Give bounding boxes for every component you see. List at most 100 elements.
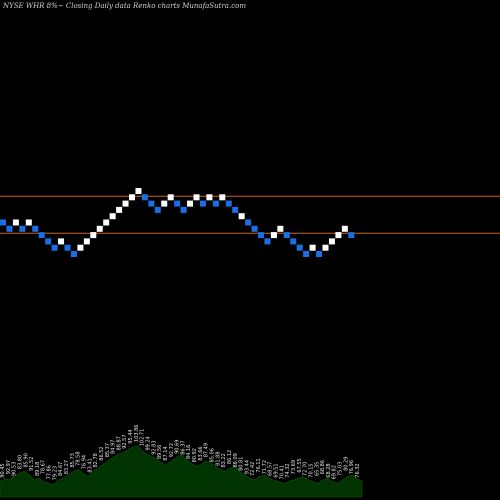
volume-label: 78.67 — [41, 460, 47, 474]
renko-brick-down — [232, 206, 239, 213]
volume-label: 88.87 — [116, 436, 122, 450]
renko-brick-up — [341, 225, 348, 232]
volume-label: 83.80 — [17, 455, 23, 469]
volume-label: 86.37 — [180, 440, 186, 454]
volume-label: 68.28 — [326, 463, 332, 477]
renko-brick-down — [225, 200, 232, 207]
renko-brick-up — [58, 238, 65, 245]
volume-label: 83.22 — [221, 453, 227, 467]
volume-label: 85.37 — [105, 443, 111, 457]
volume-label: 79.23 — [52, 466, 58, 480]
renko-brick-up — [135, 188, 142, 194]
volume-label: 69.51 — [274, 463, 280, 477]
renko-brick-up — [167, 194, 174, 201]
renko-brick-down — [258, 232, 264, 239]
renko-brick-down — [316, 251, 323, 257]
renko-brick-up — [116, 206, 123, 213]
renko-brick-up — [25, 219, 32, 226]
volume-label: 70.41 — [279, 465, 285, 479]
volume-label: 87.14 — [163, 446, 169, 460]
renko-brick-up — [309, 244, 316, 251]
volume-label: 90.69 — [175, 440, 181, 454]
renko-brick-up — [328, 238, 335, 245]
renko-brick-up — [103, 219, 110, 226]
renko-brick-up — [77, 244, 84, 251]
volume-label: 68.86 — [320, 460, 326, 474]
volume-labels: 90.45 92.97 90.53 83.80 85.90 91.52 89.18 78.67… — [0, 425, 361, 481]
volume-label: 84.16 — [186, 445, 192, 459]
renko-brick-down — [32, 225, 39, 232]
renko-brick-down — [45, 238, 52, 245]
renko-brick-up — [270, 232, 277, 239]
volume-label: 92.83 — [151, 440, 157, 454]
volume-label: 71.72 — [262, 460, 268, 474]
renko-brick-up — [193, 194, 200, 201]
volume-label: 91.52 — [29, 457, 35, 471]
volume-label: 85.06 — [210, 448, 216, 462]
volume-label: 80.92 — [192, 448, 198, 462]
renko-brick-down — [212, 200, 219, 207]
renko-brick-down — [6, 225, 13, 232]
volume-label: 77.86 — [47, 465, 53, 479]
volume-label: 70.15 — [308, 463, 314, 477]
volume-label: 93.44 — [244, 460, 250, 474]
volume-label: 86.52 — [99, 446, 105, 460]
renko-bricks — [0, 188, 355, 257]
volume-label: 80.81 — [239, 457, 245, 471]
volume-label: 83.27 — [64, 460, 70, 474]
renko-brick-up — [90, 232, 97, 239]
volume-label: 78.58 — [76, 451, 82, 465]
renko-brick-down — [70, 251, 77, 257]
volume-label: 89.56 — [157, 445, 163, 459]
volume-label: 90.45 — [0, 463, 6, 477]
volume-label: 84.97 — [111, 440, 117, 454]
renko-brick-down — [19, 225, 26, 232]
volume-label: 86.12 — [227, 450, 233, 464]
renko-brick-down — [348, 232, 355, 239]
renko-brick-down — [148, 200, 155, 207]
renko-brick-down — [64, 244, 71, 251]
chart-title: NYSE WHR 8%~ Closing Daily data Renko ch… — [3, 2, 246, 10]
renko-brick-up — [277, 225, 284, 232]
renko-brick-down — [180, 206, 187, 213]
volume-label: 72.42 — [250, 462, 256, 476]
renko-brick-up — [206, 194, 213, 201]
volume-label: 81.88 — [215, 451, 221, 465]
renko-brick-down — [0, 219, 6, 226]
renko-brick-down — [141, 194, 148, 201]
volume-label: 76.96 — [349, 460, 355, 474]
volume-label: 67.55 — [297, 458, 303, 472]
renko-brick-down — [154, 206, 161, 213]
volume-label: 69.82 — [332, 465, 338, 479]
volume-label: 72.70 — [303, 462, 309, 476]
volume-label: 85.73 — [70, 453, 76, 467]
volume-label: 92.57 — [122, 434, 128, 448]
renko-brick-up — [335, 232, 342, 239]
renko-brick-down — [251, 225, 258, 232]
volume-label: 76.32 — [355, 463, 361, 477]
volume-label: 92.72 — [169, 443, 175, 457]
reference-lines — [0, 195, 500, 234]
renko-brick-up — [129, 194, 135, 201]
renko-brick-up — [96, 225, 103, 232]
renko-brick-up — [109, 213, 116, 220]
volume-label: 103.86 — [134, 425, 140, 443]
volume-label: 83.66 — [198, 446, 204, 460]
renko-brick-down — [51, 244, 58, 251]
volume-label: 102.71 — [140, 429, 146, 447]
renko-brick-down — [245, 219, 252, 226]
volume-label: 87.49 — [204, 443, 210, 457]
renko-brick-down — [283, 232, 290, 239]
volume-label: 74.32 — [285, 463, 291, 477]
volume-area-path — [0, 445, 363, 498]
renko-brick-down — [174, 200, 181, 207]
renko-brick-down — [290, 238, 297, 245]
renko-brick-down — [303, 251, 310, 257]
volume-label: 89.18 — [35, 462, 41, 476]
renko-brick-down — [38, 232, 45, 239]
volume-label: 88.09 — [233, 453, 239, 467]
volume-label: 85.90 — [23, 453, 29, 467]
volume-label: 82.78 — [93, 453, 99, 467]
volume-label: 83.41 — [87, 458, 93, 472]
